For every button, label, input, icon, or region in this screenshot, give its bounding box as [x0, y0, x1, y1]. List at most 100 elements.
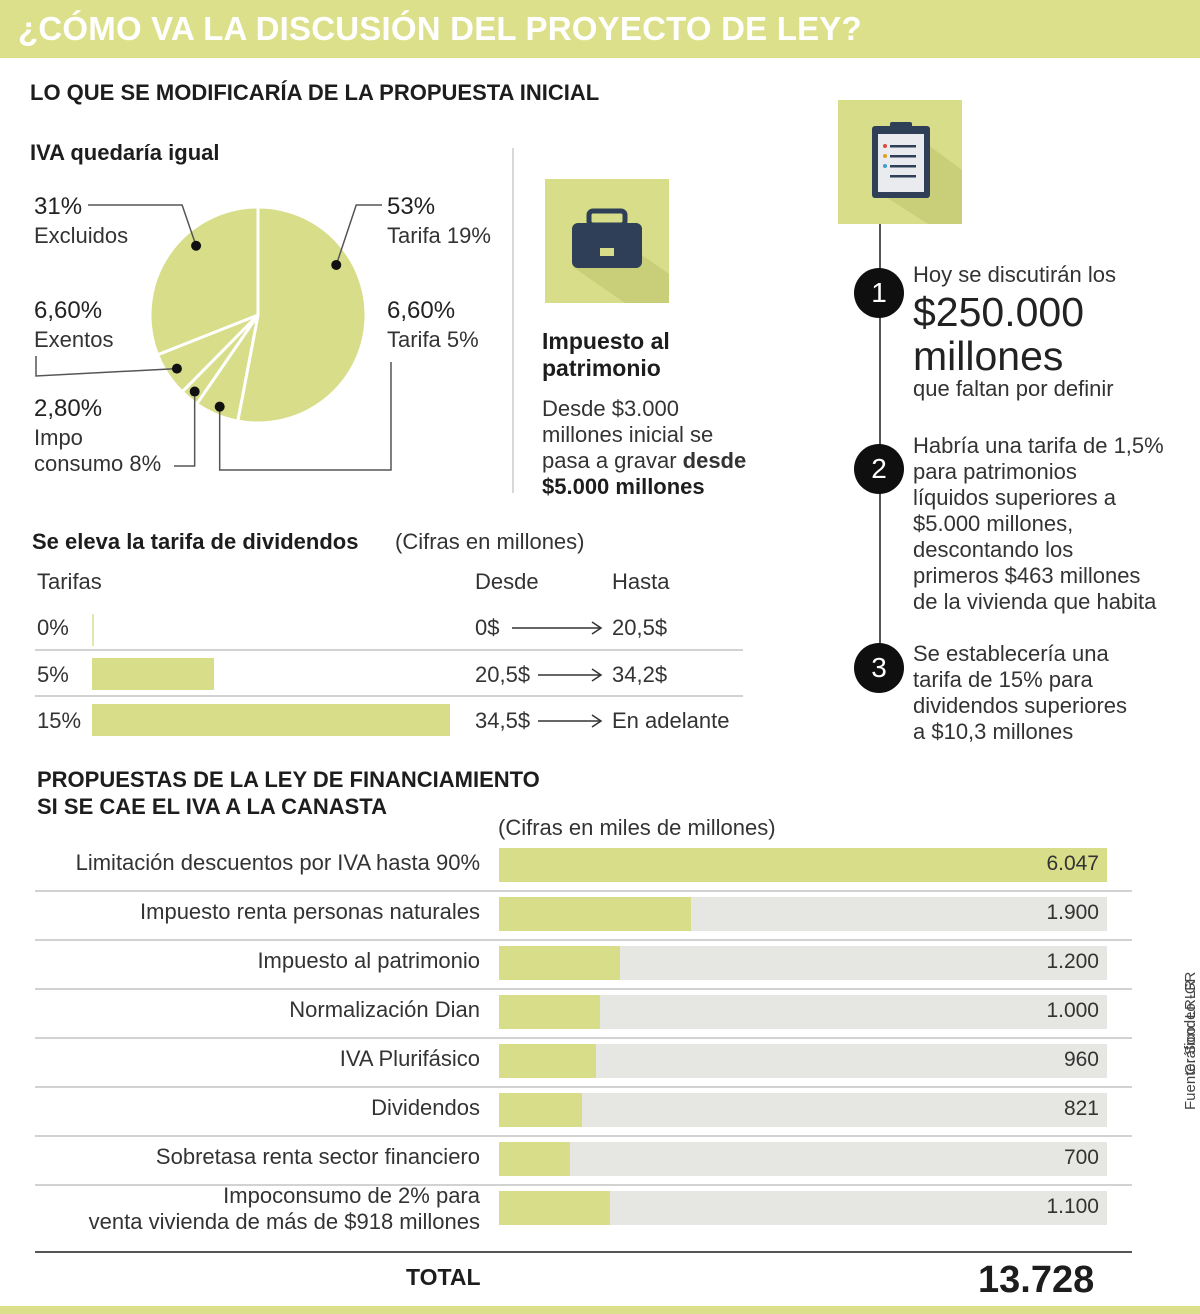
pie-label-pct: 6,60% [34, 297, 103, 324]
col-header: Hasta [612, 569, 670, 594]
pie-leader-dot [171, 363, 182, 374]
dividend-from: 34,5$ [475, 708, 531, 733]
pie-label-name: Impo [34, 425, 83, 450]
total-label: TOTAL [406, 1264, 481, 1290]
step-highlight: $250.000 [913, 289, 1085, 335]
dividend-from: 0$ [475, 615, 500, 640]
bar-track [499, 1093, 1107, 1127]
pie-leader-dot [191, 240, 202, 251]
header-banner: ¿CÓMO VA LA DISCUSIÓN DEL PROYECTO DE LE… [0, 0, 1200, 58]
bar-value-label: 1.000 [1046, 999, 1099, 1022]
row-divider [35, 649, 743, 651]
bar [499, 1044, 596, 1078]
bar-category-label: Sobretasa renta sector financiero [155, 1144, 480, 1169]
step-text: Habría una tarifa de 1,5% [913, 433, 1164, 458]
dividend-rate: 15% [37, 708, 82, 733]
bar-category-label: IVA Plurifásico [339, 1046, 480, 1071]
dividend-rate: 5% [37, 662, 69, 687]
pie-label-pct: 53% [387, 193, 436, 220]
bar-track [499, 995, 1107, 1029]
iva-pie-chart [35, 204, 392, 471]
propuestas-note: (Cifras en miles de millones) [498, 815, 776, 840]
arrow-icon [538, 668, 603, 682]
bar-value-label: 960 [1063, 1048, 1099, 1071]
step-highlight: millones [913, 333, 1064, 379]
pie-leader-line [335, 204, 382, 266]
step-number: 2 [854, 444, 904, 494]
pie-label-name: Tarifa 19% [387, 223, 491, 248]
bar [499, 946, 621, 980]
step-text: que faltan por definir [913, 376, 1114, 401]
dividend-rate: 0% [37, 615, 69, 640]
pie-slice [148, 205, 260, 357]
step-number: 1 [854, 268, 904, 318]
pie-label-name: Excluidos [34, 223, 129, 248]
dividend-bar [92, 704, 450, 736]
dividend-to: 34,2$ [612, 662, 668, 687]
pie-leader-dot [331, 259, 342, 270]
bar [499, 848, 1107, 882]
col-header: Desde [475, 569, 539, 594]
dividend-to: En adelante [612, 708, 730, 733]
row-divider [35, 1184, 1132, 1186]
step-number: 3 [854, 643, 904, 693]
section-heading: LO QUE SE MODIFICARÍA DE LA PROPUESTA IN… [30, 80, 600, 105]
credit-note: Gráfico: LR-GR [1182, 971, 1199, 1075]
pie-leader-line [218, 362, 392, 471]
pie-leader-dot [189, 386, 200, 397]
step-text: líquidos superiores a [913, 485, 1117, 510]
timeline-line [879, 224, 881, 644]
propuestas-heading: SI SE CAE EL IVA A LA CANASTA [37, 794, 387, 819]
total-divider [35, 1251, 1132, 1253]
step-text: para patrimonios [913, 459, 1077, 484]
step-text: descontando los [913, 537, 1074, 562]
patrimonio-text: pasa a gravar desde [542, 448, 747, 473]
step-text: dividendos superiores [913, 693, 1128, 718]
bar-category-label: Limitación descuentos por IVA hasta 90% [75, 850, 480, 875]
section-divider [512, 148, 514, 493]
bar-track [499, 1044, 1107, 1078]
row-divider [35, 890, 1132, 892]
pie-leader-line [88, 204, 197, 247]
bar-value-label: 700 [1063, 1146, 1099, 1169]
clipboard-icon [872, 122, 962, 224]
pie-leader-line [35, 356, 177, 377]
pie-label-name: consumo 8% [34, 451, 162, 476]
bar-category-label: Dividendos [371, 1095, 480, 1120]
arrow-icon [538, 714, 603, 728]
row-divider [35, 695, 743, 697]
bar-value-label: 1.100 [1046, 1195, 1099, 1218]
pie-leader-dot [214, 401, 225, 412]
patrimonio-title: Impuesto al [542, 328, 670, 354]
iva-title: IVA quedaría igual [30, 140, 220, 165]
propuestas-heading: PROPUESTAS DE LA LEY DE FINANCIAMIENTO [37, 767, 540, 792]
dividendos-title: Se eleva la tarifa de dividendos [32, 529, 359, 554]
step-text: primeros $463 millones [913, 563, 1141, 588]
row-divider [35, 1135, 1132, 1137]
bar-value-label: 821 [1063, 1097, 1099, 1120]
patrimonio-title: patrimonio [542, 355, 661, 381]
bar [499, 897, 691, 931]
step-text: de la vivienda que habita [913, 589, 1157, 614]
pie-label-pct: 31% [34, 193, 83, 220]
dividend-bar [92, 614, 94, 646]
pie-label-name: Tarifa 5% [387, 327, 479, 352]
step-text: Hoy se discutirán los [913, 262, 1116, 287]
bar-track [499, 1142, 1107, 1176]
bar [499, 1093, 582, 1127]
pie-label-pct: 6,60% [387, 297, 456, 324]
bar-category-label: Impoconsumo de 2% para [223, 1183, 480, 1208]
patrimonio-text: $5.000 millones [542, 474, 705, 499]
pie-leader-line [174, 391, 196, 467]
step-text: tarifa de 15% para [913, 667, 1093, 692]
bar-category-label: Impuesto al patrimonio [257, 948, 480, 973]
briefcase-icon [572, 208, 669, 303]
bar [499, 1191, 611, 1225]
row-divider [35, 1037, 1132, 1039]
row-divider [35, 1086, 1132, 1088]
pie-label-name: Exentos [34, 327, 114, 352]
bar-value-label: 6.047 [1046, 852, 1099, 875]
bar-category-label: Normalización Dian [289, 997, 480, 1022]
bar [499, 995, 601, 1029]
arrow-icon [512, 621, 603, 635]
